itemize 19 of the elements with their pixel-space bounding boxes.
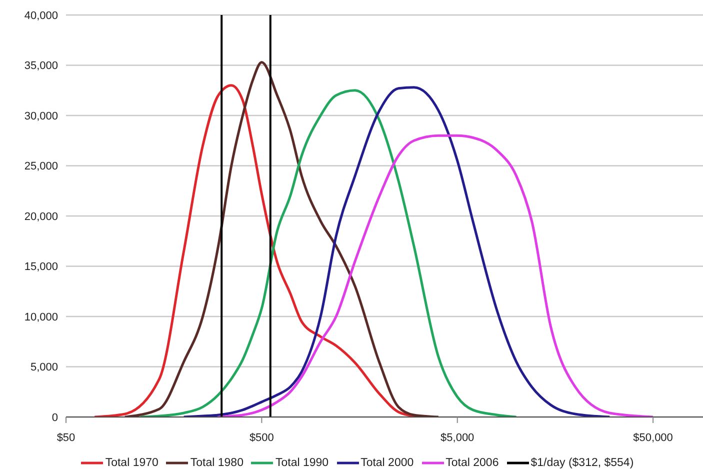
legend-label: Total 2000 <box>360 457 414 469</box>
y-tick-label: 15,000 <box>24 261 58 274</box>
y-tick-label: 35,000 <box>24 60 58 72</box>
legend-label: Total 1970 <box>105 457 158 469</box>
y-tick-label: 5,000 <box>30 362 58 374</box>
y-tick-label: 30,000 <box>24 110 58 122</box>
legend-label: $1/day ($312, $554) <box>530 457 634 469</box>
legend-label: Total 1980 <box>190 457 244 469</box>
legend-label: Total 2006 <box>446 457 499 469</box>
legend-label: Total 1990 <box>275 457 329 469</box>
x-tick-label: $500 <box>249 432 274 444</box>
y-tick-label: 40,000 <box>24 10 58 22</box>
y-tick-label: 25,000 <box>24 160 58 173</box>
y-tick-label: 0 <box>52 412 58 424</box>
y-tick-label: 20,000 <box>24 210 58 223</box>
x-tick-label: $50,000 <box>633 432 673 444</box>
x-tick-label: $50 <box>56 432 76 444</box>
x-tick-label: $5,000 <box>440 432 474 444</box>
y-tick-label: 10,000 <box>24 311 58 324</box>
